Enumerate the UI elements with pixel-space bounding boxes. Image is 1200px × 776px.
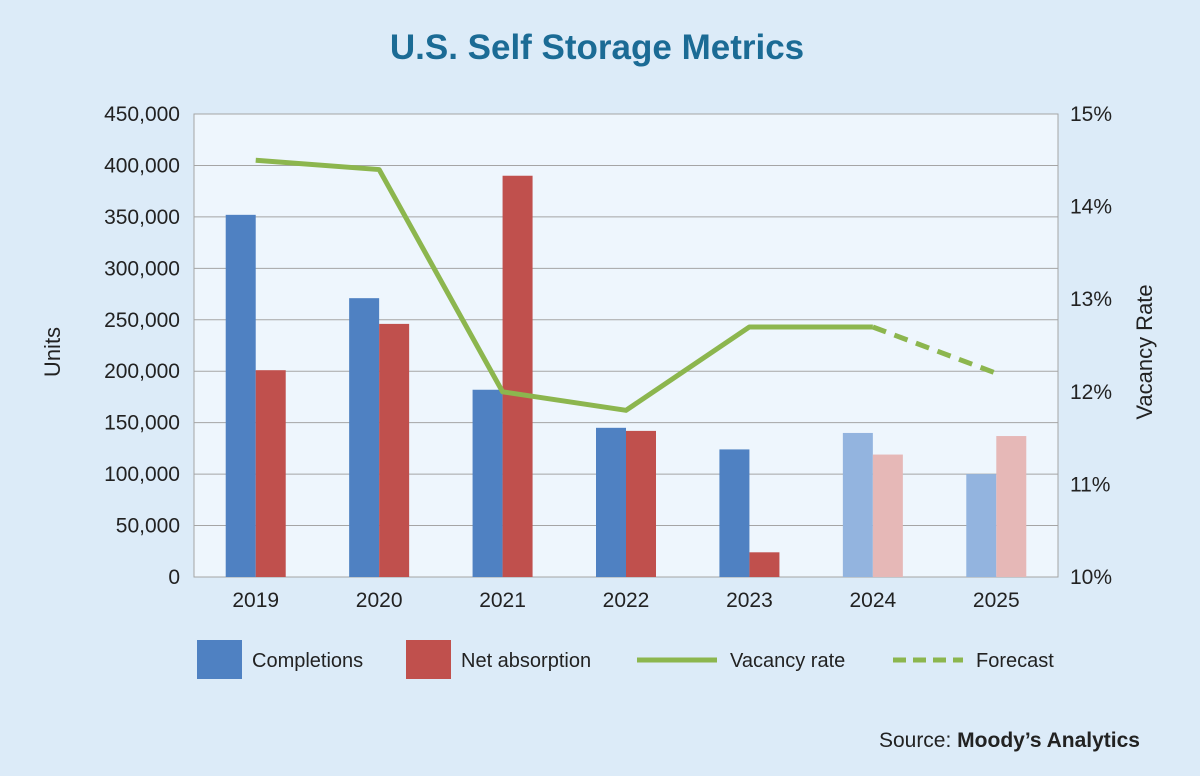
- completions-bar-2025: [966, 474, 997, 577]
- y2-tick-label: 11%: [1070, 473, 1110, 496]
- x-tick-label: 2020: [356, 589, 403, 612]
- y2-tick-label: 13%: [1070, 288, 1112, 311]
- y-tick-label: 300,000: [104, 257, 180, 280]
- y-tick-label: 450,000: [104, 103, 180, 126]
- lines: [255, 157, 998, 413]
- forecast-legend-label: Forecast: [976, 650, 1054, 672]
- y-tick-label: 200,000: [104, 360, 180, 383]
- y-tick-label: 350,000: [104, 206, 180, 229]
- completions-legend-swatch: [197, 640, 242, 679]
- legend: Completions Net absorption Vacancy rate For…: [197, 640, 1054, 679]
- completions-bar-2021: [472, 389, 503, 577]
- y-tick-label: 150,000: [104, 412, 180, 435]
- y-tick-label: 0: [168, 566, 180, 589]
- completions-bar-2020: [349, 298, 380, 577]
- x-tick-label: 2025: [973, 589, 1020, 612]
- vacancy-rate-legend-label: Vacancy rate: [730, 650, 845, 672]
- x-tick-label: 2022: [603, 589, 650, 612]
- completions-bar-2019: [225, 214, 256, 577]
- net-absorption-bar-2021: [502, 175, 533, 577]
- net-absorption-bar-2023: [749, 552, 780, 577]
- net-absorption-bar-2025: [996, 436, 1027, 577]
- y-axis-title: Units: [40, 327, 65, 377]
- x-tick-label: 2021: [479, 589, 526, 612]
- bars: [225, 175, 1027, 577]
- grid: [194, 164, 1058, 527]
- x-tick-label: 2023: [726, 589, 773, 612]
- y-axis-ticks: 0 50,000 100,000 150,000 200,000 250,000 300,0…: [104, 103, 180, 589]
- net-absorption-legend-label: Net absorption: [461, 650, 591, 672]
- y2-axis-ticks: 10% 11% 12% 13% 14% 15%: [1070, 103, 1112, 589]
- source-prefix: Source:: [878, 729, 958, 752]
- net-absorption-legend-swatch: [406, 640, 451, 679]
- source-name: Moody’s Analytics: [957, 729, 1140, 752]
- x-tick-label: 2024: [849, 589, 896, 612]
- source-note: Source: Moody’s Analytics: [879, 729, 1140, 753]
- y-tick-label: 50,000: [116, 515, 180, 538]
- net-absorption-bar-2022: [626, 430, 656, 577]
- y2-tick-label: 15%: [1070, 103, 1112, 126]
- y2-tick-label: 10%: [1070, 566, 1112, 589]
- net-absorption-bar-2020: [379, 323, 410, 577]
- y-tick-label: 100,000: [104, 463, 180, 486]
- y-tick-label: 250,000: [104, 309, 180, 332]
- completions-bar-2023: [719, 449, 750, 577]
- chart-title: U.S. Self Storage Metrics: [389, 28, 805, 67]
- completions-bar-2022: [596, 427, 626, 577]
- y2-tick-label: 12%: [1070, 381, 1112, 404]
- vacancy-rate-line: [255, 157, 873, 413]
- net-absorption-bar-2019: [255, 370, 286, 577]
- y-tick-label: 400,000: [104, 154, 180, 177]
- completions-legend-label: Completions: [252, 650, 363, 672]
- net-absorption-bar-2024: [872, 454, 903, 577]
- x-tick-label: 2019: [232, 589, 279, 612]
- x-axis-ticks: 2019 2020 2021 2022 2023 2024 2025: [232, 589, 1019, 612]
- completions-bar-2024: [842, 432, 873, 577]
- y2-tick-label: 14%: [1070, 196, 1112, 219]
- y2-axis-title: Vacancy Rate: [1132, 284, 1157, 419]
